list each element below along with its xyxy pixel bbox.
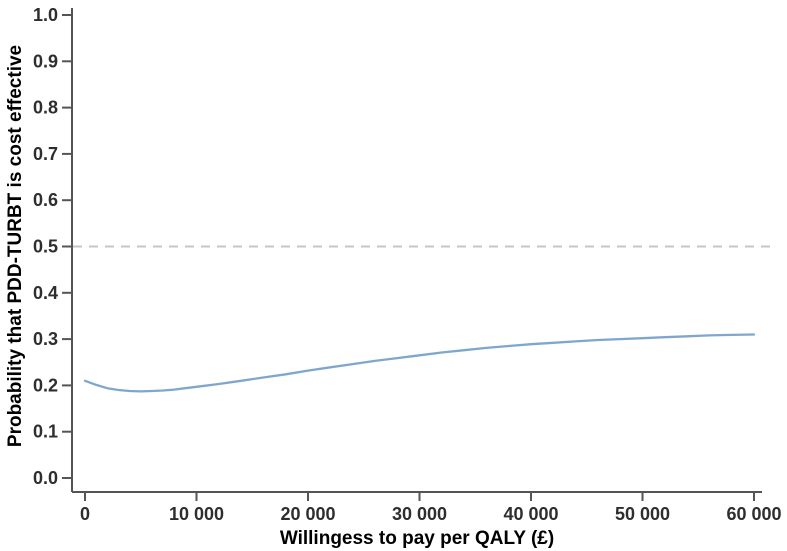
plot-area: 0.0 0.1 0.2 0.3 0.4 0.5 0.6 0.7 0.8 0.9 1.0 0 10 000…	[33, 5, 782, 524]
y-tick-label: 0.9	[33, 51, 58, 71]
y-axis-title: Probability that PDD-TURBT is cost effec…	[5, 45, 26, 447]
y-tick-label: 0.8	[33, 98, 58, 118]
x-tick-label: 60 000	[726, 504, 781, 524]
x-tick-label: 10 000	[169, 504, 224, 524]
y-tick-label: 0.4	[33, 283, 58, 303]
y-tick-label: 0.5	[33, 237, 58, 257]
y-tick-label: 0.7	[33, 144, 58, 164]
y-tick-label: 0.3	[33, 329, 58, 349]
x-tick-label: 50 000	[615, 504, 670, 524]
y-tick-label: 1.0	[33, 5, 58, 25]
y-tick-label: 0.6	[33, 190, 58, 210]
x-axis-title: Willingess to pay per QALY (£)	[280, 528, 554, 549]
x-tick-label: 30 000	[392, 504, 447, 524]
y-tick-label: 0.1	[33, 422, 58, 442]
y-tick-label: 0.2	[33, 375, 58, 395]
x-tick-label: 0	[80, 504, 90, 524]
x-tick-label: 20 000	[280, 504, 335, 524]
y-tick-label: 0.0	[33, 468, 58, 488]
ceac-curve	[83, 333, 756, 393]
x-tick-label: 40 000	[503, 504, 558, 524]
